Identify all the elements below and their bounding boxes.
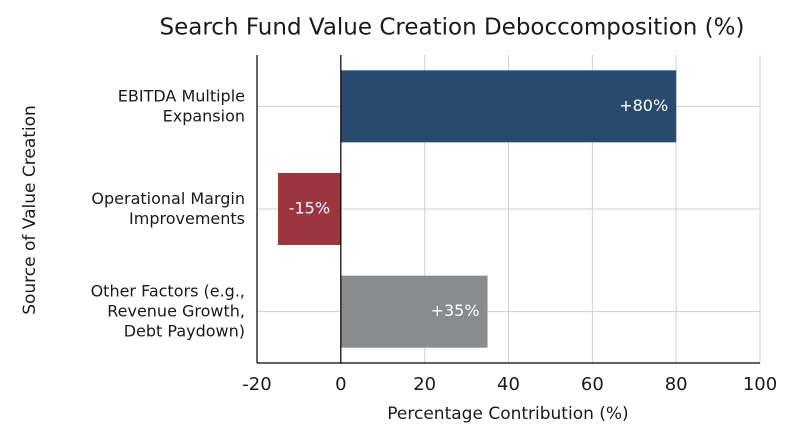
chart-title: Search Fund Value Creation Deboccomposit… [160, 15, 745, 41]
y-tick-label: Operational Margin Improvements [91, 189, 245, 228]
x-tick-label: 80 [665, 374, 688, 395]
x-tick-label: 20 [413, 374, 436, 395]
y-tick-label: Other Factors (e.g., Revenue Growth, Debt … [91, 281, 245, 340]
x-tick-label: 0 [335, 374, 346, 395]
x-tick-label: 40 [497, 374, 520, 395]
bar [340, 275, 488, 348]
bar [277, 173, 341, 245]
x-axis-label: Percentage Contribution (%) [387, 404, 628, 424]
y-tick-label: EBITDA Multiple Expansion [118, 86, 245, 125]
value-label: +35% [431, 301, 480, 320]
value-label: +80% [619, 96, 668, 115]
bar [340, 70, 677, 143]
y-axis-label: Source of Value Creation [20, 105, 40, 315]
x-tick-label: 60 [581, 374, 604, 395]
x-tick-label: -20 [242, 374, 271, 395]
x-tick-label: 100 [743, 374, 777, 395]
value-label: -15% [289, 199, 330, 218]
